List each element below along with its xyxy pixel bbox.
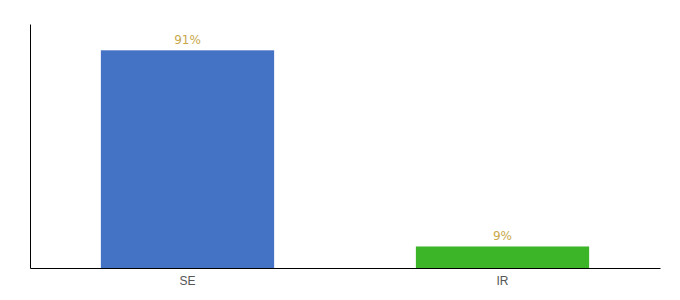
x-tick-label: IR [497, 274, 509, 288]
x-tick: IR [497, 274, 509, 288]
data-labels: 91% 9% [174, 33, 512, 243]
bars [101, 50, 589, 268]
x-tick: SE [179, 274, 195, 288]
y-axis-line [30, 25, 31, 269]
bar [416, 246, 589, 268]
x-axis: SE IR [31, 269, 661, 288]
plot: SE IR 91% 9% [31, 25, 661, 288]
x-tick-label: SE [179, 274, 195, 288]
bar [101, 50, 274, 268]
data-label: 91% [174, 33, 201, 47]
y-axis [30, 25, 31, 269]
chart: SE IR 91% 9% [0, 0, 680, 300]
data-label: 9% [493, 229, 512, 243]
chart-container: SE IR 91% 9% [0, 0, 680, 300]
x-axis-line [31, 268, 661, 269]
